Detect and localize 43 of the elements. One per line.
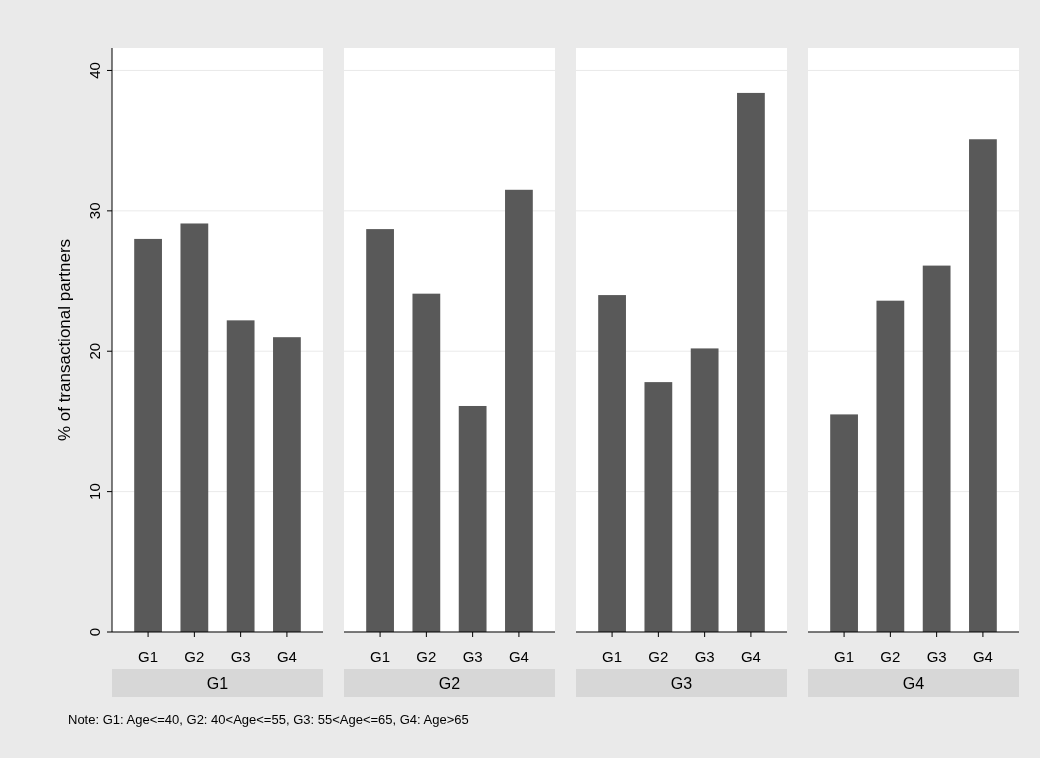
x-tick-label: G2 <box>880 648 901 665</box>
x-tick-label: G2 <box>416 648 437 665</box>
bar <box>226 320 255 632</box>
text: Note: G1: Age<=40, G2: 40<Age<=55, G3: 55<Age<=65, G4: Age>65 <box>68 712 469 727</box>
text: G2 <box>438 675 461 692</box>
bar <box>273 337 301 632</box>
y-axis-title: % of transactional partners <box>55 238 74 442</box>
x-tick-label: G2 <box>184 648 205 665</box>
y-tick-label: 10 <box>86 483 103 500</box>
bar <box>644 382 673 632</box>
x-tick-label: G1 <box>370 648 391 665</box>
x-tick-label: G1 <box>834 648 855 665</box>
x-tick-label: G3 <box>694 648 715 665</box>
text: G3 <box>670 675 693 692</box>
bar <box>180 223 209 632</box>
x-tick-label: G4 <box>508 648 529 665</box>
y-tick-label: 30 <box>86 202 103 220</box>
y-tick-label: 0 <box>86 627 103 637</box>
text: G4 <box>902 675 925 692</box>
bar <box>690 348 719 632</box>
bar <box>737 92 765 632</box>
text: G1 <box>206 675 229 692</box>
bar <box>830 414 858 632</box>
bar <box>412 293 441 632</box>
bar <box>922 265 951 632</box>
bar <box>458 405 487 632</box>
x-tick-label: G3 <box>926 648 947 665</box>
x-tick-label: G4 <box>740 648 761 665</box>
y-tick-label: 40 <box>86 62 103 79</box>
x-tick-label: G4 <box>276 648 297 665</box>
x-tick-label: G3 <box>462 648 483 665</box>
x-tick-label: G4 <box>972 648 993 665</box>
x-tick-label: G1 <box>138 648 159 665</box>
bar <box>134 238 162 632</box>
bar <box>876 300 905 632</box>
bar <box>598 295 626 632</box>
x-tick-label: G1 <box>602 648 623 665</box>
bar <box>969 139 997 632</box>
bar <box>505 189 533 632</box>
bar <box>366 229 394 632</box>
x-tick-label: G2 <box>648 648 669 665</box>
x-tick-label: G3 <box>230 648 251 665</box>
y-tick-label: 20 <box>86 342 103 360</box>
